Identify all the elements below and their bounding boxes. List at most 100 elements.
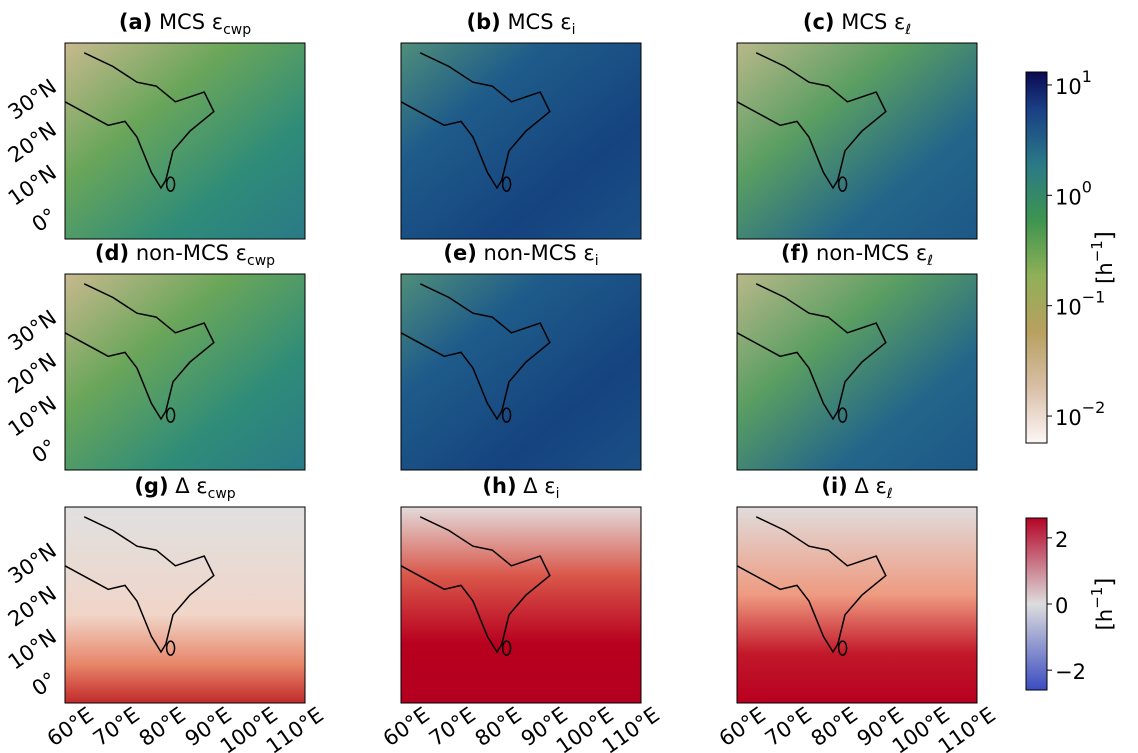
coastline: [64, 52, 215, 190]
panel-tag: (d): [95, 241, 129, 265]
tick-exponent: 1: [1082, 67, 1092, 86]
tick-exponent: 0: [1082, 177, 1092, 196]
panel-tag: (a): [119, 10, 152, 34]
map-field: [64, 273, 306, 471]
label-exponent: −1: [1088, 587, 1106, 609]
panel-tag: (i): [821, 474, 847, 498]
coastline: [501, 407, 512, 423]
panel-subscript: ℓ: [886, 486, 893, 502]
lon-tick-label: 80°E: [471, 702, 526, 751]
panel-subscript: cwp: [223, 22, 251, 38]
panel-label: MCS ε: [841, 10, 905, 34]
panel-title: (i) Δ εℓ: [821, 474, 892, 502]
map-field: [400, 42, 642, 240]
panels: (a) MCS εcwp (b) MCS εi (c) MCS εℓ(d) non-…: [64, 10, 978, 704]
map-panel: (a) MCS εcwp: [64, 10, 306, 240]
panel-label: non-MCS ε: [484, 241, 595, 265]
colorbar-tick-label: −2: [1055, 660, 1086, 684]
colorbar-tick-label: 10−2: [1055, 398, 1105, 430]
lon-tick-label: 70°E: [89, 702, 144, 751]
coastline: [400, 52, 551, 190]
lon-tick-label: 60°E: [379, 702, 434, 751]
lon-tick-label: 70°E: [425, 702, 480, 751]
map-panel: (f) non-MCS εℓ: [736, 241, 978, 471]
map-field: [736, 42, 978, 240]
colorbar-tick-label: 10−1: [1055, 288, 1105, 320]
panel-label: Δ ε: [175, 474, 207, 498]
tick-text: −2: [1055, 660, 1086, 684]
colorbar-tick-label: 100: [1055, 177, 1092, 209]
map-panel: (i) Δ εℓ: [736, 474, 978, 704]
map-panel: (b) MCS εi: [400, 10, 642, 240]
map-field: [64, 42, 306, 240]
map-panel: (h) Δ εi: [400, 474, 642, 704]
panel-tag: (g): [134, 474, 168, 498]
panel-tag: (h): [482, 474, 516, 498]
coastline: [736, 516, 887, 654]
panel-title: (b) MCS εi: [467, 10, 576, 38]
panel-tag: (f): [781, 241, 809, 265]
label-end: ]: [1092, 231, 1118, 240]
lat-tick-label: 10°N: [4, 391, 61, 441]
map-panel: (d) non-MCS εcwp: [64, 241, 306, 471]
map-panel: (g) Δ εcwp: [64, 474, 306, 704]
coastline: [400, 516, 551, 654]
coastline: [501, 640, 512, 656]
label-exponent: −1: [1088, 240, 1106, 262]
colorbar: [1025, 517, 1048, 691]
colorbar-tick-label: 2: [1055, 528, 1068, 552]
coastline: [837, 407, 848, 423]
tick-base: 10: [1055, 406, 1082, 430]
tick-exponent: −2: [1082, 398, 1106, 417]
coastline: [165, 640, 176, 656]
map-field: [736, 273, 978, 471]
panel-title: (e) non-MCS εi: [443, 241, 598, 269]
coastline: [837, 176, 848, 192]
lon-tick-label: 60°E: [715, 702, 770, 751]
panel-tag: (b): [467, 10, 501, 34]
map-field: [400, 273, 642, 471]
panel-title: (h) Δ εi: [482, 474, 559, 502]
lat-tick-label: 20°N: [4, 581, 61, 631]
colorbar-label: [h−1]: [1088, 231, 1118, 284]
panel-subscript: cwp: [247, 253, 275, 269]
coastline: [400, 283, 551, 421]
coastline: [837, 640, 848, 656]
colorbar-tick-label: 0: [1055, 594, 1068, 618]
lat-tick-label: 30°N: [4, 305, 61, 355]
coastline: [64, 516, 215, 654]
panel-subscript: i: [556, 486, 560, 502]
panel-label: non-MCS ε: [136, 241, 247, 265]
coastline: [64, 283, 215, 421]
panel-label: Δ ε: [523, 474, 555, 498]
tick-base: 10: [1055, 185, 1082, 209]
coastline: [736, 52, 887, 190]
panel-title: (a) MCS εcwp: [119, 10, 251, 38]
panel-title: (f) non-MCS εℓ: [781, 241, 933, 269]
lon-tick-label: 80°E: [807, 702, 862, 751]
panel-title: (g) Δ εcwp: [134, 474, 235, 502]
colorbar-tick-label: 101: [1055, 67, 1092, 99]
lat-tick-label: 0°: [28, 434, 61, 467]
panel-subscript: ℓ: [926, 253, 933, 269]
lon-tick-label: 80°E: [135, 702, 190, 751]
panel-tag: (e): [443, 241, 476, 265]
lon-tick-label: 60°E: [43, 702, 98, 751]
label-text: [h: [1093, 609, 1117, 631]
lat-tick-label: 0°: [28, 203, 61, 236]
map-panel: (c) MCS εℓ: [736, 10, 978, 240]
lat-tick-label: 10°N: [4, 160, 61, 210]
map-field: [736, 506, 978, 704]
panel-label: MCS ε: [159, 10, 223, 34]
lat-tick-label: 10°N: [4, 624, 61, 674]
panel-tag: (c): [803, 10, 835, 34]
panel-subscript: ℓ: [904, 22, 911, 38]
panel-title: (d) non-MCS εcwp: [95, 241, 275, 269]
tick-exponent: −1: [1082, 288, 1106, 307]
lat-tick-label: 30°N: [4, 538, 61, 588]
panel-label: MCS ε: [507, 10, 571, 34]
map-field: [64, 506, 306, 704]
panel-label: non-MCS ε: [816, 241, 927, 265]
colorbar-label: [h−1]: [1088, 578, 1118, 631]
